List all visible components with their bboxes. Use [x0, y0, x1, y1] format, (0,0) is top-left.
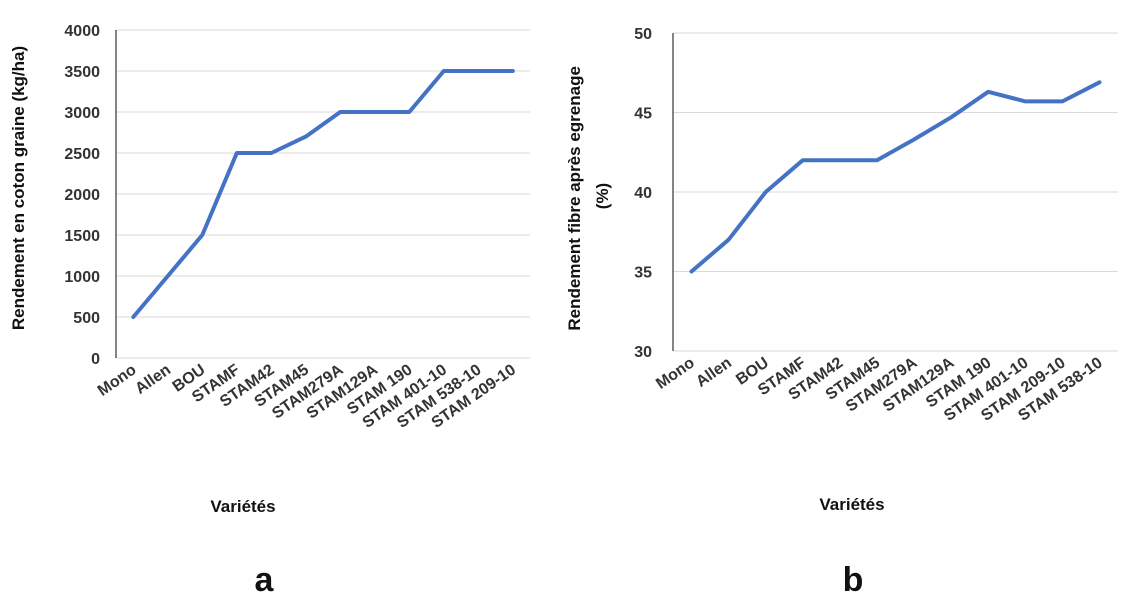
- chart-b: Rendement fibre après egrenage (%) Varié…: [565, 26, 1118, 597]
- chart-b-ytick-label: 40: [634, 185, 652, 202]
- chart-a-xtick-label: Allen: [132, 361, 174, 397]
- chart-b-xlabel: Variétés: [819, 495, 884, 514]
- chart-a-panel-label: a: [255, 561, 275, 597]
- chart-a-ytick-label: 1500: [64, 228, 100, 245]
- chart-a-xlabel: Variétés: [210, 497, 275, 516]
- chart-a-ytick-label: 2500: [64, 146, 100, 163]
- chart-b-ytick-label: 35: [634, 265, 652, 282]
- chart-b-ylabel-line1: Rendement fibre après egrenage: [565, 66, 584, 331]
- chart-b-xtick-label: Mono: [653, 354, 698, 393]
- chart-a-ytick-label: 2000: [64, 187, 100, 204]
- chart-a-ytick-label: 1000: [64, 269, 100, 286]
- chart-a-xtick-label: Mono: [95, 361, 140, 400]
- chart-b-xtick-label: Allen: [693, 354, 735, 390]
- chart-b-ytick-label: 45: [634, 106, 652, 123]
- chart-a-ytick-label: 3500: [64, 64, 100, 81]
- chart-b-ytick-label: 50: [634, 26, 652, 43]
- chart-b-series-line: [689, 80, 1102, 274]
- chart-a-ytick-label: 4000: [64, 23, 100, 40]
- chart-a-ytick-label: 500: [73, 310, 100, 327]
- chart-b-ylabel: Rendement fibre après egrenage (%): [565, 61, 612, 330]
- chart-a-series-line: [131, 69, 515, 319]
- chart-b-ylabel-line2: (%): [593, 183, 612, 209]
- chart-a-ytick-label: 3000: [64, 105, 100, 122]
- chart-a-ytick-label: 0: [91, 351, 100, 368]
- chart-b-ytick-label: 30: [634, 344, 652, 361]
- chart-b-panel-label: b: [843, 561, 864, 597]
- chart-a: Rendement en coton graine (kg/ha) Variét…: [9, 23, 530, 597]
- chart-a-ylabel: Rendement en coton graine (kg/ha): [9, 46, 28, 330]
